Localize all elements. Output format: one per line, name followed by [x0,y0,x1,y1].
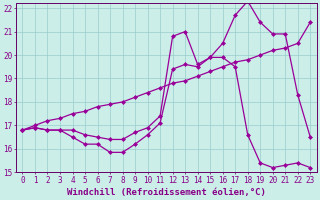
X-axis label: Windchill (Refroidissement éolien,°C): Windchill (Refroidissement éolien,°C) [67,188,266,197]
